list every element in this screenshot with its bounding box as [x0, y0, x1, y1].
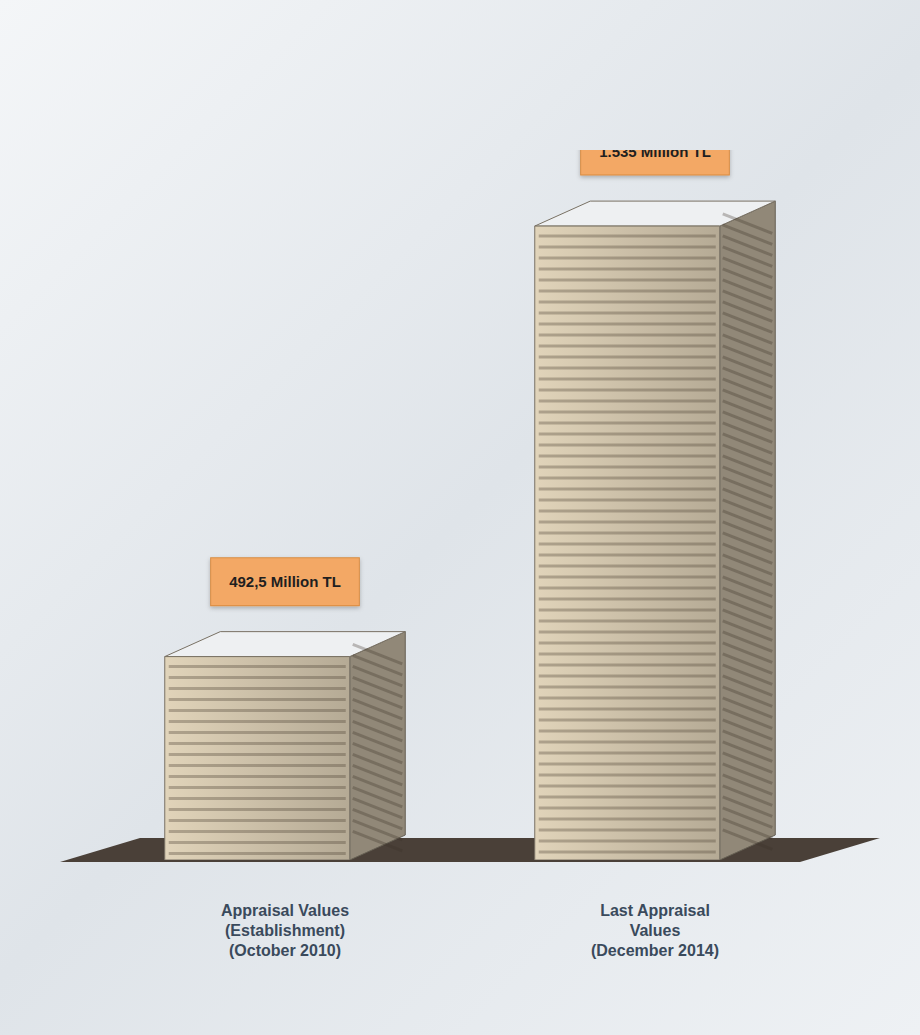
svg-text:(Establishment): (Establishment): [225, 922, 345, 939]
svg-text:492,5 Million TL: 492,5 Million TL: [229, 573, 341, 590]
svg-text:(December 2014): (December 2014): [591, 942, 719, 959]
svg-text:1.535 Million TL: 1.535 Million TL: [599, 143, 711, 160]
svg-text:(October 2010): (October 2010): [229, 942, 341, 959]
svg-text:Last Appraisal: Last Appraisal: [600, 902, 710, 919]
svg-text:Values: Values: [630, 922, 681, 939]
svg-text:Appraisal Values: Appraisal Values: [221, 902, 349, 919]
